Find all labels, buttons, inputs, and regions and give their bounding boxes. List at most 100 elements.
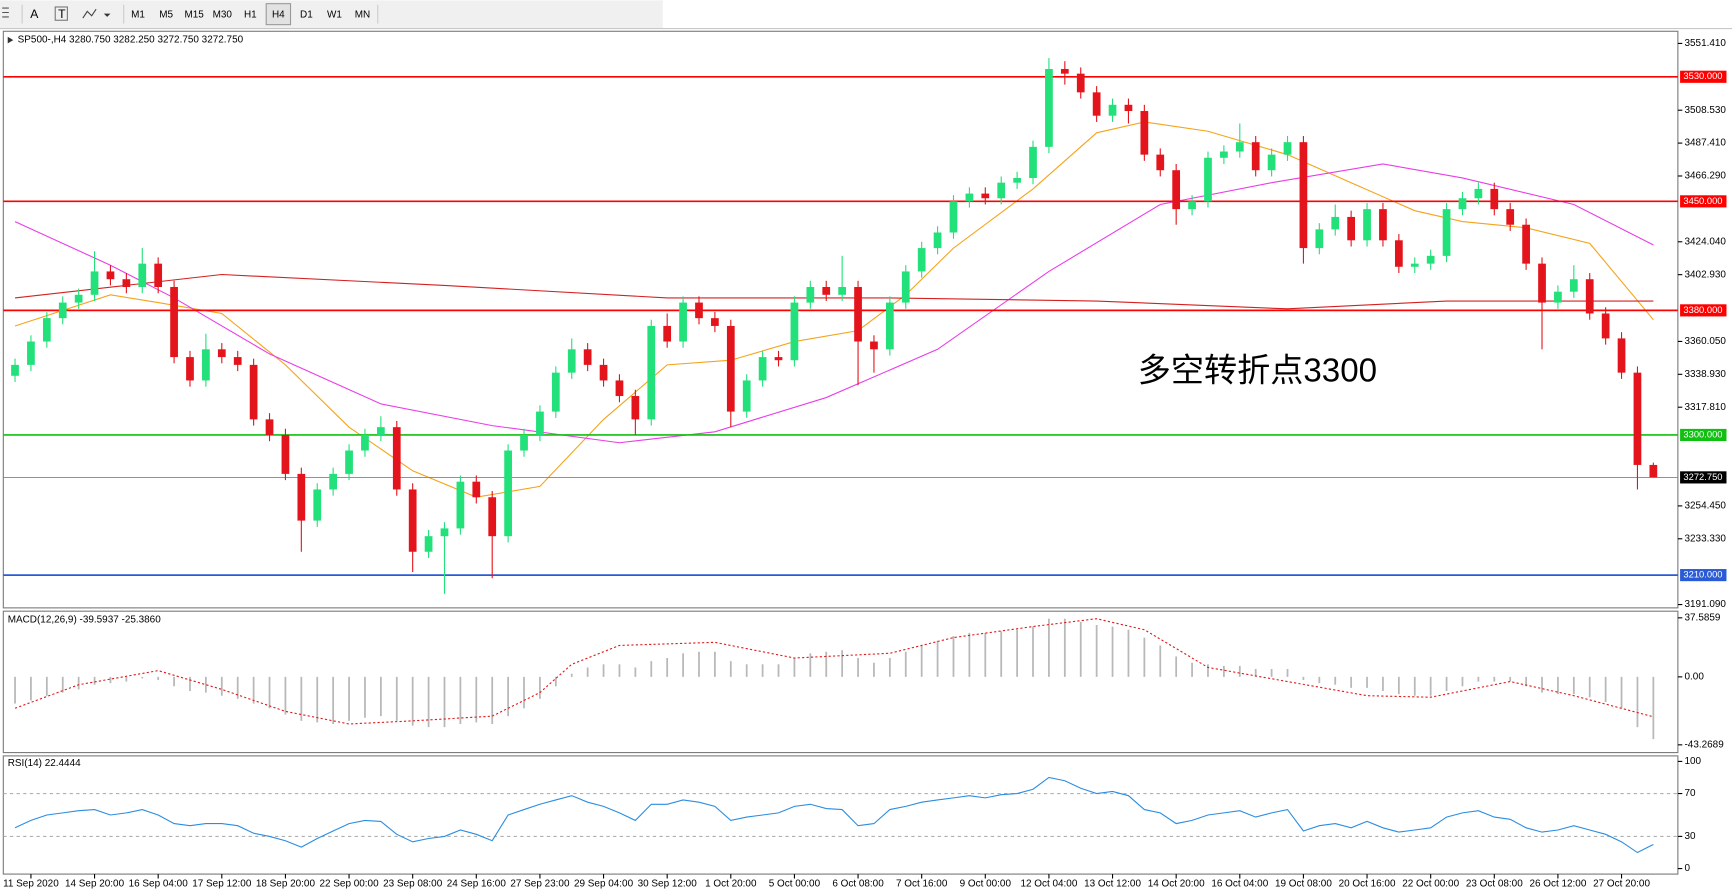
candle-body xyxy=(822,287,831,295)
macd-bar xyxy=(888,658,891,677)
timeframe-button[interactable]: M1 xyxy=(131,9,145,20)
crosshair-icon[interactable] xyxy=(2,7,9,18)
macd-bar xyxy=(857,658,859,677)
candle-body xyxy=(1315,229,1324,249)
candle-body xyxy=(599,364,608,381)
macd-bar xyxy=(809,653,812,677)
level-label: 3380.000 xyxy=(1683,305,1722,315)
timeframe-button[interactable]: D1 xyxy=(300,9,313,20)
candle-body xyxy=(1267,154,1276,171)
y-tick-label: 3466.290 xyxy=(1685,171,1727,182)
candle-body xyxy=(854,287,862,342)
candle-body xyxy=(186,357,194,381)
candle-body xyxy=(711,318,719,326)
macd-bar xyxy=(220,676,223,696)
active-timeframe xyxy=(265,3,292,26)
macd-bar xyxy=(1016,629,1018,677)
candle-body xyxy=(488,497,497,537)
candle-body xyxy=(11,364,19,376)
macd-bar xyxy=(1207,664,1209,677)
timeframe-button[interactable]: M30 xyxy=(213,9,233,20)
candle-body xyxy=(170,287,178,358)
x-tick-label: 14 Sep 20:00 xyxy=(65,879,125,890)
candle-body xyxy=(392,427,401,490)
macd-bar xyxy=(125,676,128,682)
timeframe-button[interactable]: M15 xyxy=(185,9,205,20)
macd-title: MACD(12,26,9) -39.5937 -25.3860 xyxy=(8,615,161,626)
candle-body xyxy=(297,473,306,521)
macd-bar xyxy=(634,667,637,677)
candle-body xyxy=(1013,177,1021,183)
x-tick-label: 29 Sep 04:00 xyxy=(574,879,634,890)
timeframe-button[interactable]: M5 xyxy=(159,9,173,20)
macd-bar xyxy=(539,676,541,699)
candle-body xyxy=(1220,151,1228,158)
macd-bar xyxy=(1572,676,1575,695)
candle-body xyxy=(1474,188,1483,199)
macd-bar xyxy=(109,676,112,684)
candle-body xyxy=(1633,372,1642,465)
candle-body xyxy=(1347,216,1356,241)
tool-button[interactable]: A xyxy=(30,7,39,21)
level-label: 3210.000 xyxy=(1683,570,1722,580)
macd-bar xyxy=(141,676,144,679)
macd-bar xyxy=(698,651,700,677)
timeframe-button[interactable]: H1 xyxy=(244,9,257,20)
macd-bar xyxy=(1382,676,1384,692)
candle-body xyxy=(647,325,656,420)
candle-body xyxy=(1617,338,1626,373)
candle-body xyxy=(265,419,274,435)
macd-bar xyxy=(45,676,48,696)
candle-body xyxy=(1442,209,1451,256)
macd-bar xyxy=(602,664,605,677)
candle-body xyxy=(742,380,751,412)
chart-title: SP500-,H4 3280.750 3282.250 3272.750 327… xyxy=(18,35,244,46)
timeframe-button[interactable]: MN xyxy=(355,9,370,20)
macd-bar xyxy=(1063,618,1066,677)
candle-body xyxy=(154,263,163,288)
macd-bar xyxy=(936,640,939,677)
macd-bar xyxy=(236,676,239,699)
candle-body xyxy=(1140,111,1149,155)
tool-button[interactable]: T xyxy=(58,7,66,21)
y-tick-label: 3487.410 xyxy=(1685,138,1727,149)
x-tick-label: 9 Oct 00:00 xyxy=(960,879,1012,890)
macd-bar xyxy=(189,676,191,692)
macd-bar xyxy=(1477,676,1480,682)
macd-bar xyxy=(30,676,32,701)
y-tick-label: 3551.410 xyxy=(1685,38,1727,49)
dropdown-arrow[interactable] xyxy=(103,13,111,17)
macd-bar xyxy=(586,667,589,677)
level-label: 3530.000 xyxy=(1683,71,1722,81)
candle-body xyxy=(1092,92,1101,116)
timeframe-button[interactable]: W1 xyxy=(327,9,342,20)
macd-bar xyxy=(1048,618,1050,677)
symbol-marker xyxy=(7,36,14,44)
macd-bar xyxy=(427,676,430,728)
candle-body xyxy=(758,357,767,381)
macd-bar xyxy=(443,676,446,728)
candle-body xyxy=(1458,198,1467,210)
macd-bar xyxy=(252,676,255,704)
candle-body xyxy=(1538,263,1546,303)
macd-bar xyxy=(157,676,160,681)
macd-bar xyxy=(873,662,875,677)
objects-icon[interactable] xyxy=(82,8,97,19)
rsi-line xyxy=(14,776,1654,854)
macd-bar xyxy=(1493,676,1496,682)
candle-body xyxy=(1045,68,1053,147)
candle-body xyxy=(42,318,51,342)
macd-bar xyxy=(411,676,414,726)
x-tick-label: 16 Oct 04:00 xyxy=(1211,879,1268,890)
main-panel-frame xyxy=(2,30,1679,609)
macd-panel-frame xyxy=(2,610,1679,754)
candle-body xyxy=(106,271,115,280)
level-label-box xyxy=(1680,428,1727,442)
macd-bar xyxy=(745,664,748,677)
x-tick-label: 18 Sep 20:00 xyxy=(256,879,316,890)
x-tick-label: 6 Oct 08:00 xyxy=(832,879,884,890)
timeframe-button[interactable]: H4 xyxy=(272,9,285,20)
y-tick-label: 3317.810 xyxy=(1685,402,1727,413)
y-tick-label: 0.00 xyxy=(1685,671,1705,682)
